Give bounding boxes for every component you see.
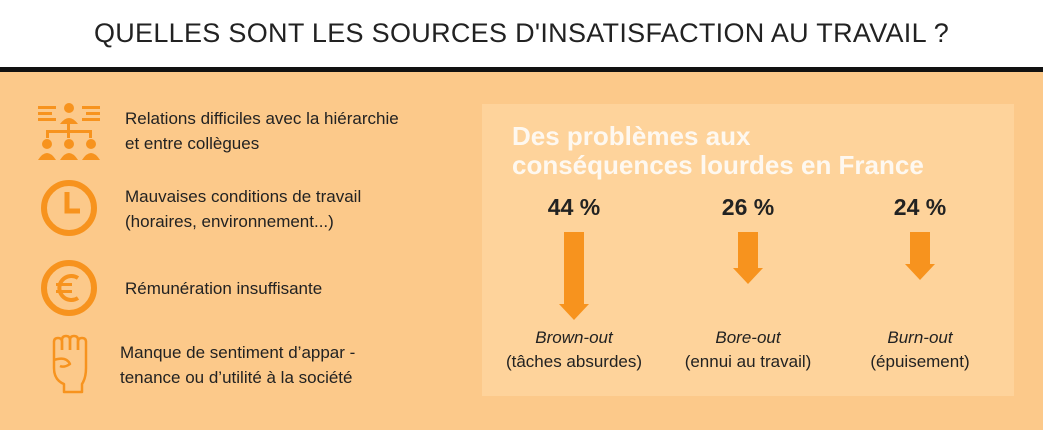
cause-item-remuneration: Rémunération insuffisante <box>0 258 470 318</box>
stat-value-label: 24 % <box>893 194 947 220</box>
cause-label-line1: Rémunération insuffisante <box>125 279 323 298</box>
panel-title: Des problèmes aux conséquences lourdes e… <box>512 122 924 180</box>
cause-label-line1: Relations difficiles avec la hiérarchie <box>125 109 399 128</box>
cause-label-line2: tenance ou d’utilité à la société <box>120 368 353 387</box>
cause-label-line1: Manque de sentiment d’appar - <box>120 343 356 362</box>
stat-description: (tâches absurdes) <box>505 352 643 371</box>
page-title: QUELLES SONT LES SOURCES D'INSATISFACTIO… <box>93 18 950 48</box>
header-bar: QUELLES SONT LES SOURCES D'INSATISFACTIO… <box>0 0 1043 72</box>
stat-value-label: 26 % <box>721 194 775 220</box>
arrow-bar-shape <box>905 232 935 280</box>
stat-name: Burn-out <box>887 328 953 347</box>
arrow-bar-shape <box>733 232 763 284</box>
euro-icon <box>41 260 97 316</box>
cause-label-line2: (horaires, environnement...) <box>125 212 334 231</box>
panel-title-line2: conséquences lourdes en France <box>512 150 924 180</box>
clock-icon <box>41 180 97 236</box>
stat-name: Brown-out <box>535 328 613 347</box>
consequences-panel: Des problèmes aux conséquences lourdes e… <box>482 104 1014 396</box>
cause-item-relations: Relations difficiles avec la hiérarchie … <box>0 100 470 160</box>
stat-brown-out: 44 % Brown-out (tâches absurdes) <box>484 194 664 384</box>
arrow-bar-brown-out <box>559 232 589 320</box>
stat-name: Bore-out <box>715 328 781 347</box>
panel-title-line1: Des problèmes aux <box>512 121 751 151</box>
hierarchy-icon <box>38 103 100 160</box>
stat-value-label: 44 % <box>547 194 601 220</box>
stat-burn-out: 24 % Burn-out (épuisement) <box>830 194 1010 384</box>
cause-item-conditions: Mauvaises conditions de travail (horaire… <box>0 178 470 238</box>
stat-description: (ennui au travail) <box>684 352 812 371</box>
arrow-bar-burn-out <box>905 232 935 280</box>
cause-item-belonging: Manque de sentiment d’appar - tenance ou… <box>0 334 470 394</box>
arrow-bar-bore-out <box>733 232 763 284</box>
stat-bore-out: 26 % Bore-out (ennui au travail) <box>658 194 838 384</box>
cause-label-line2: et entre collègues <box>125 134 260 153</box>
fist-icon <box>52 334 88 394</box>
causes-list: Relations difficiles avec la hiérarchie … <box>0 72 470 430</box>
cause-label-line1: Mauvaises conditions de travail <box>125 187 362 206</box>
stat-description: (épuisement) <box>870 352 970 371</box>
arrow-bar-shape <box>559 232 589 320</box>
